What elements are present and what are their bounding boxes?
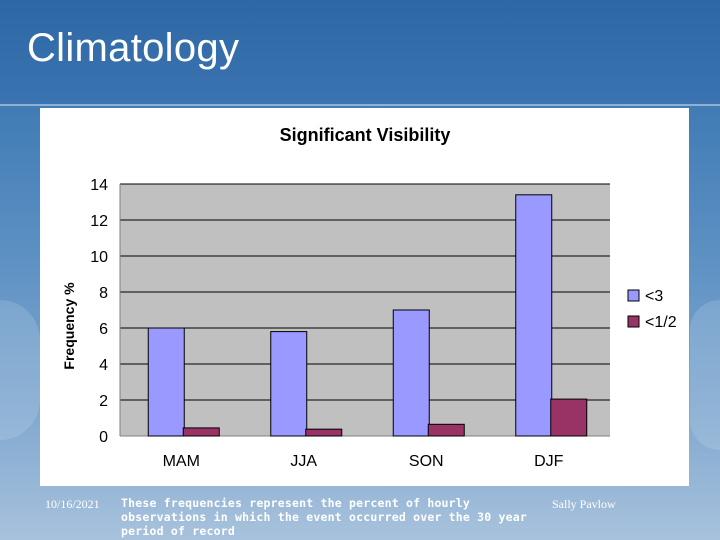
x-tick-label: JJA — [290, 453, 317, 470]
y-tick-label: 0 — [99, 429, 108, 446]
y-tick-label: 10 — [90, 249, 108, 266]
x-tick-label: MAM — [163, 453, 200, 470]
chart-panel: Significant Visibility Frequency % 0 2 4 6 8… — [40, 108, 689, 486]
bar — [270, 331, 308, 437]
bar — [550, 398, 588, 437]
chart: Significant Visibility Frequency % 0 2 4 6 8… — [61, 125, 677, 470]
footer-date: 10/16/2021 — [45, 497, 100, 511]
bar — [427, 423, 465, 437]
background-aircraft-shape — [690, 300, 720, 450]
bar — [392, 309, 430, 437]
legend-swatch — [627, 315, 640, 328]
y-tick-label: 12 — [90, 213, 108, 230]
y-axis-label: Frequency % — [61, 282, 77, 370]
footer-author: Sally Pavlow — [552, 497, 616, 511]
axes: 0 2 4 6 8 10 12 14 MAM JJA SON DJF — [90, 177, 610, 470]
x-tick-label: DJF — [534, 453, 564, 470]
chart-title: Significant Visibility — [280, 125, 451, 145]
y-tick-label: 4 — [99, 357, 108, 374]
legend-label: <3 — [645, 288, 663, 305]
y-tick-label: 6 — [99, 321, 108, 338]
y-tick-label: 14 — [90, 177, 108, 194]
legend-swatch — [627, 289, 640, 302]
slide-title: Climatology — [27, 26, 240, 70]
y-tick-label: 8 — [99, 285, 108, 302]
footer-note: These frequencies represent the percent … — [121, 496, 528, 538]
legend-label: <1/2 — [645, 314, 677, 331]
y-tick-label: 2 — [99, 393, 108, 410]
title-bar: Climatology — [0, 0, 720, 106]
background-aircraft-shape — [0, 300, 40, 440]
bar — [147, 327, 185, 437]
bar — [515, 194, 553, 437]
bar — [305, 428, 343, 437]
bars — [147, 194, 588, 437]
bar — [182, 427, 220, 437]
legend: <3 <1/2 — [627, 288, 677, 331]
x-tick-label: SON — [409, 453, 444, 470]
